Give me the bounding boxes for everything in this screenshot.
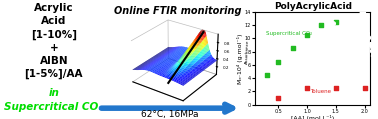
Text: [1-5%]/AA: [1-5%]/AA bbox=[25, 69, 83, 79]
Circle shape bbox=[366, 14, 368, 16]
Circle shape bbox=[357, 52, 361, 56]
Circle shape bbox=[364, 32, 369, 35]
Text: +: + bbox=[50, 43, 58, 53]
Circle shape bbox=[372, 54, 377, 58]
Point bbox=[333, 87, 339, 89]
Point bbox=[304, 34, 310, 36]
Point bbox=[275, 61, 281, 63]
Text: Supercritical CO₂: Supercritical CO₂ bbox=[265, 31, 312, 36]
Circle shape bbox=[349, 52, 353, 55]
Point bbox=[362, 87, 368, 89]
Circle shape bbox=[373, 12, 378, 17]
Circle shape bbox=[371, 46, 375, 49]
Circle shape bbox=[343, 34, 349, 40]
Circle shape bbox=[344, 26, 349, 30]
Circle shape bbox=[345, 56, 347, 58]
Circle shape bbox=[363, 15, 369, 19]
Circle shape bbox=[363, 41, 368, 45]
Circle shape bbox=[360, 11, 366, 15]
Circle shape bbox=[359, 35, 366, 41]
Point bbox=[333, 21, 339, 23]
Circle shape bbox=[338, 29, 342, 32]
Text: AIBN: AIBN bbox=[40, 56, 68, 66]
Circle shape bbox=[373, 45, 378, 49]
Text: 62°C, 16MPa: 62°C, 16MPa bbox=[141, 110, 199, 119]
Circle shape bbox=[366, 23, 368, 26]
Circle shape bbox=[331, 22, 335, 25]
Text: Online FTIR monitoring: Online FTIR monitoring bbox=[114, 6, 242, 16]
Text: [1-10%]: [1-10%] bbox=[31, 29, 77, 40]
Circle shape bbox=[346, 38, 353, 43]
Circle shape bbox=[370, 49, 376, 53]
Y-axis label: Mₑ·10⁴ (g.mol⁻¹): Mₑ·10⁴ (g.mol⁻¹) bbox=[237, 33, 243, 84]
Circle shape bbox=[332, 33, 336, 37]
Circle shape bbox=[357, 38, 362, 42]
Text: Supercritical CO₂: Supercritical CO₂ bbox=[5, 102, 103, 112]
Circle shape bbox=[347, 24, 354, 29]
Circle shape bbox=[325, 20, 330, 24]
Point bbox=[290, 47, 296, 49]
Circle shape bbox=[362, 25, 367, 29]
Text: Acid: Acid bbox=[41, 16, 67, 26]
Circle shape bbox=[365, 35, 370, 40]
Text: Acrylic: Acrylic bbox=[34, 3, 74, 13]
Circle shape bbox=[374, 25, 377, 27]
Point bbox=[318, 24, 324, 26]
Circle shape bbox=[348, 18, 350, 20]
Circle shape bbox=[369, 43, 373, 47]
Circle shape bbox=[337, 34, 343, 39]
Point bbox=[304, 87, 310, 89]
Circle shape bbox=[339, 42, 342, 45]
X-axis label: [AA] (mol.L⁻¹): [AA] (mol.L⁻¹) bbox=[291, 115, 335, 119]
Circle shape bbox=[359, 31, 365, 36]
Circle shape bbox=[348, 49, 352, 53]
Title: PolyAcrylicAcid: PolyAcrylicAcid bbox=[274, 2, 352, 11]
Point bbox=[275, 97, 281, 99]
Circle shape bbox=[336, 35, 340, 38]
Point bbox=[264, 74, 270, 76]
Text: Toluene: Toluene bbox=[310, 89, 331, 94]
Circle shape bbox=[342, 53, 346, 56]
Text: in: in bbox=[48, 88, 59, 98]
